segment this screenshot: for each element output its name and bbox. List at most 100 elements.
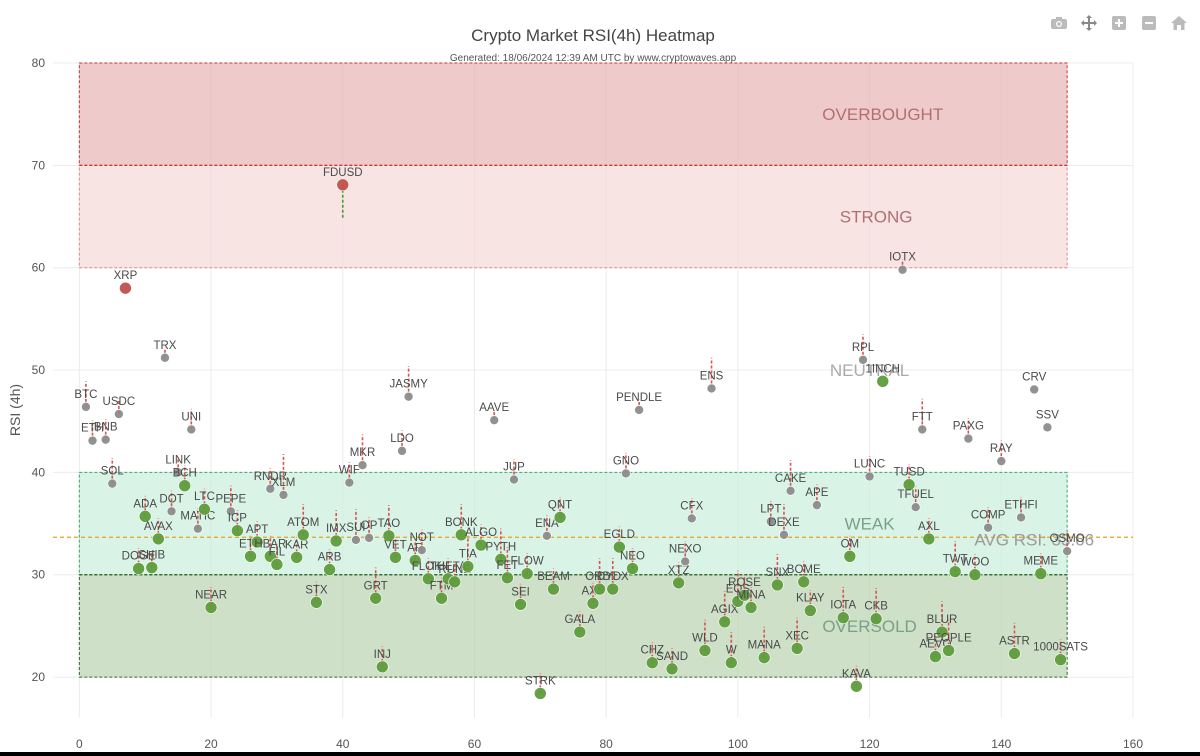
marker (250, 535, 264, 549)
point-label: ICP (228, 513, 248, 525)
marker (270, 558, 284, 571)
point-flow: FLOW (511, 553, 544, 580)
point-label: BOME (787, 564, 821, 576)
marker (790, 642, 804, 655)
marker (514, 598, 527, 611)
zone-label-strong: STRONG (840, 208, 913, 227)
point-ray: RAY (990, 440, 1013, 466)
marker (403, 391, 414, 402)
zoom-in-icon[interactable] (1108, 12, 1130, 34)
marker (804, 604, 817, 617)
point-1inch: 1INCH (865, 363, 900, 388)
point-label: LINK (165, 454, 191, 466)
point-iota: IOTA (830, 587, 857, 625)
point-label: RPL (852, 342, 875, 354)
marker (621, 468, 631, 479)
zoom-out-icon[interactable] (1138, 12, 1160, 34)
marker (626, 562, 639, 575)
point-imx: IMX (326, 510, 347, 548)
point-w: W (724, 632, 738, 670)
point-ordi: ORDI (585, 558, 614, 596)
marker (869, 612, 883, 626)
marker (613, 540, 626, 554)
point-label: DOT (159, 493, 183, 505)
point-aave: AAVE (479, 402, 509, 425)
point-label: LUNC (854, 458, 885, 470)
point-label: FTT (912, 411, 933, 423)
point-label: NEAR (195, 589, 227, 601)
camera-icon[interactable] (1048, 12, 1070, 34)
point-axl: AXL (918, 518, 940, 546)
point-theta: THETA (430, 558, 467, 586)
point-label: XEC (785, 630, 809, 642)
point-wld: WLD (692, 619, 718, 657)
point-label: ETHFI (1004, 499, 1037, 511)
marker (547, 582, 560, 596)
point-label: BEAM (537, 571, 570, 583)
point-label: CHZ (640, 645, 664, 657)
y-axis-label: RSI (4h) (7, 384, 23, 436)
avg-rsi-label: AVG RSI: 33.66 (974, 530, 1094, 549)
point-label: MEME (1024, 556, 1059, 568)
point-mkr: MKR (350, 434, 375, 471)
marker (87, 435, 98, 446)
point-label: SOL (101, 466, 125, 478)
point-ckb: CKB (864, 588, 888, 626)
point-avax: AVAX (144, 518, 173, 546)
point-tia: TIA (459, 535, 477, 573)
pan-icon[interactable] (1078, 12, 1100, 34)
point-1000sats: 1000SATS (1033, 639, 1088, 666)
marker (375, 660, 389, 674)
point-label: AXL (918, 521, 940, 533)
marker (489, 415, 500, 425)
marker (389, 551, 402, 564)
point-label: MATIC (180, 511, 215, 523)
point-trx: TRX (153, 340, 177, 363)
point-label: CKB (864, 601, 888, 613)
x-tick-label: 80 (599, 737, 613, 751)
point-label: ENA (535, 518, 559, 530)
marker (718, 615, 732, 629)
marker (145, 561, 159, 574)
point-label: ROSE (728, 577, 761, 589)
marker (193, 523, 203, 534)
marker (474, 538, 488, 552)
point-jup: JUP (503, 459, 525, 485)
marker (204, 601, 218, 614)
point-btc: BTC (74, 381, 97, 412)
zone-overbought (78, 62, 1068, 166)
point-bonk: BONK (445, 504, 478, 542)
point-agix: AGIX (711, 591, 739, 629)
point-label: COMP (971, 510, 1006, 522)
point-label: TRX (153, 340, 176, 352)
y-tick-label: 60 (32, 261, 46, 275)
point-label: BLUR (927, 614, 958, 626)
point-xtz: XTZ (668, 562, 689, 590)
point-blur: BLUR (927, 601, 958, 639)
point-op: OP (361, 517, 378, 543)
marker (902, 478, 916, 491)
marker (231, 524, 244, 538)
point-label: SHIB (138, 550, 165, 562)
y-tick-label: 70 (32, 158, 46, 172)
marker (593, 582, 606, 596)
marker (1042, 422, 1053, 433)
point-label: DYDX (597, 571, 629, 583)
point-label: UNI (181, 411, 201, 423)
point-astr: ASTR (999, 622, 1030, 660)
marker (278, 490, 289, 500)
marker (296, 528, 310, 542)
marker (1029, 384, 1040, 395)
y-tick-label: 50 (32, 363, 46, 377)
marker (397, 446, 407, 456)
point-lpt: LPT (760, 501, 781, 527)
x-tick-label: 120 (860, 737, 880, 751)
marker (290, 551, 303, 564)
point-sand: SAND (656, 648, 688, 676)
home-icon[interactable] (1168, 12, 1190, 34)
point-label: STRK (525, 675, 556, 687)
point-meme: MEME (1024, 553, 1059, 580)
marker (785, 485, 796, 496)
x-tick-label: 40 (336, 737, 350, 751)
